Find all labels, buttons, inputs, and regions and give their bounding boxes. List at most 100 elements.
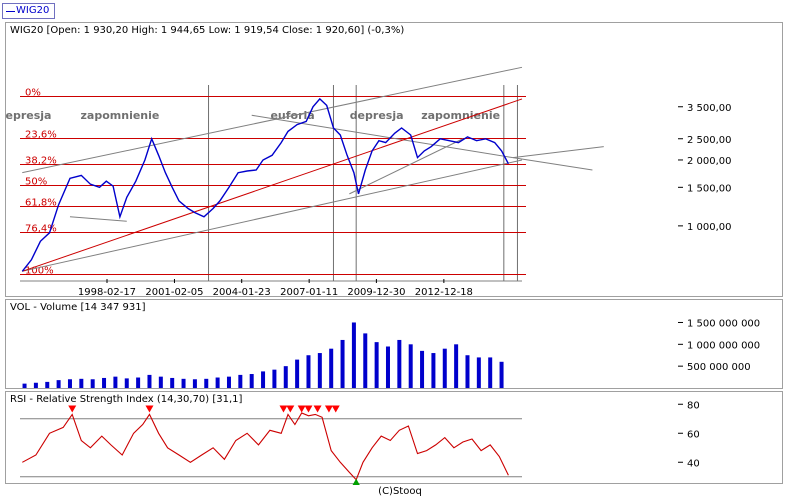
- footer-credit: (C)Stooq: [378, 486, 422, 497]
- rsi-oversold-marker: [352, 478, 360, 485]
- fib-level-label: 76,4%: [25, 223, 57, 234]
- volume-bar: [249, 374, 254, 388]
- volume-bar: [272, 369, 277, 388]
- volume-bar: [351, 322, 356, 388]
- fib-level-label: 50%: [25, 176, 47, 187]
- x-tick-label: 2001-02-05: [145, 287, 203, 298]
- volume-bar: [385, 346, 390, 388]
- volume-bar: [261, 371, 266, 388]
- price-chart: 1 000,00 1 500,00 2 000,00 2 500,00 3 500,00…: [6, 66, 732, 298]
- price-panel-header: WIG20 [Open: 1 930,20 High: 1 944,65 Low…: [10, 25, 405, 36]
- phase-label: depresja: [350, 109, 404, 122]
- volume-bar: [158, 376, 163, 388]
- phase-label: zapomnienie: [81, 109, 160, 122]
- volume-bar: [374, 342, 379, 388]
- volume-bar: [363, 333, 368, 388]
- volume-bar: [488, 357, 493, 388]
- volume-bar: [340, 339, 345, 388]
- volume-bar: [136, 377, 141, 388]
- volume-y-tick-label: 1 500 000 000: [687, 318, 760, 329]
- volume-panel: VOL - Volume [14 347 931] 500 000 000 1 0…: [5, 299, 783, 389]
- trend-line: [22, 159, 523, 272]
- volume-bar: [295, 359, 300, 388]
- volume-bar: [431, 353, 436, 388]
- rsi-chart: 40 60 80: [20, 400, 700, 485]
- volume-bar: [102, 377, 107, 388]
- rsi-panel: RSI - Relative Strength Index (14,30,70)…: [5, 391, 783, 485]
- fib-level-label: 38,2%: [25, 155, 57, 166]
- volume-bar: [465, 355, 470, 388]
- rsi-overbought-marker: [297, 405, 306, 413]
- volume-bar: [442, 348, 447, 388]
- volume-bar: [147, 374, 152, 388]
- y-tick-label: 1 500,00: [687, 183, 732, 194]
- x-tick-label: 2009-12-30: [347, 287, 405, 298]
- volume-bar: [22, 383, 27, 388]
- x-tick-label: 2004-01-23: [213, 287, 271, 298]
- volume-bar: [124, 378, 129, 388]
- volume-bar: [226, 376, 231, 388]
- y-tick-label: 2 500,00: [687, 135, 732, 146]
- price-series-line: [21, 97, 510, 272]
- fib-level-label: 100%: [25, 265, 54, 276]
- rsi-overbought-marker: [145, 405, 154, 413]
- legend-label: WIG20: [16, 5, 50, 16]
- volume-bar: [45, 381, 50, 388]
- volume-bar: [420, 350, 425, 388]
- volume-y-tick-label: 1 000 000 000: [687, 340, 760, 351]
- rsi-overbought-marker: [304, 405, 313, 413]
- trend-line: [512, 157, 593, 171]
- volume-bar: [56, 380, 61, 388]
- volume-bar: [170, 377, 175, 388]
- rsi-panel-header: RSI - Relative Strength Index (14,30,70)…: [10, 394, 243, 405]
- x-tick-label: 2007-01-11: [280, 287, 338, 298]
- volume-bar: [408, 344, 413, 388]
- rsi-overbought-marker: [324, 405, 333, 413]
- rsi-overbought-marker: [331, 405, 340, 413]
- volume-bar: [67, 379, 72, 388]
- volume-bar: [192, 379, 197, 388]
- volume-bar: [90, 379, 95, 388]
- trend-line: [251, 114, 513, 159]
- rsi-y-tick-label: 40: [687, 458, 700, 469]
- rsi-overbought-marker: [286, 405, 295, 413]
- volume-bar: [204, 378, 209, 388]
- phase-label: zapomnienie: [421, 109, 500, 122]
- volume-bar: [306, 355, 311, 388]
- volume-bar: [476, 357, 481, 388]
- x-tick-label: 2012-12-18: [415, 287, 473, 298]
- rsi-overbought-marker: [313, 405, 322, 413]
- rsi-line: [22, 412, 509, 481]
- rsi-overbought-marker: [68, 405, 77, 413]
- price-panel: WIG20 [Open: 1 930,20 High: 1 944,65 Low…: [5, 22, 783, 298]
- volume-bar: [113, 376, 118, 388]
- y-tick-label: 1 000,00: [687, 222, 732, 233]
- legend-line-swatch: [6, 11, 15, 12]
- volume-bar: [499, 361, 504, 388]
- volume-chart: 500 000 000 1 000 000 000 1 500 000 000: [22, 318, 760, 388]
- y-tick-label: 3 500,00: [687, 103, 732, 114]
- volume-bar: [317, 353, 322, 388]
- trend-line: [349, 138, 464, 195]
- rsi-y-tick-label: 60: [687, 429, 700, 440]
- volume-bar: [33, 382, 38, 388]
- fib-level-label: 61,8%: [25, 197, 57, 208]
- volume-bar: [329, 348, 334, 388]
- volume-bar: [283, 366, 288, 388]
- rsi-overbought-marker: [279, 405, 288, 413]
- phase-label: depresja: [6, 109, 51, 122]
- volume-y-tick-label: 500 000 000: [687, 362, 751, 373]
- rsi-y-tick-label: 80: [687, 400, 700, 411]
- volume-bar: [454, 344, 459, 388]
- volume-bar: [79, 378, 84, 388]
- support-line: [22, 98, 523, 272]
- legend-wig20-tab[interactable]: WIG20: [2, 3, 55, 19]
- x-tick-label: 1998-02-17: [78, 287, 136, 298]
- volume-bar: [215, 377, 220, 388]
- volume-bar: [238, 374, 243, 388]
- volume-bar: [397, 339, 402, 388]
- trend-line: [22, 66, 523, 174]
- trend-line: [512, 146, 604, 159]
- volume-bar: [181, 378, 186, 388]
